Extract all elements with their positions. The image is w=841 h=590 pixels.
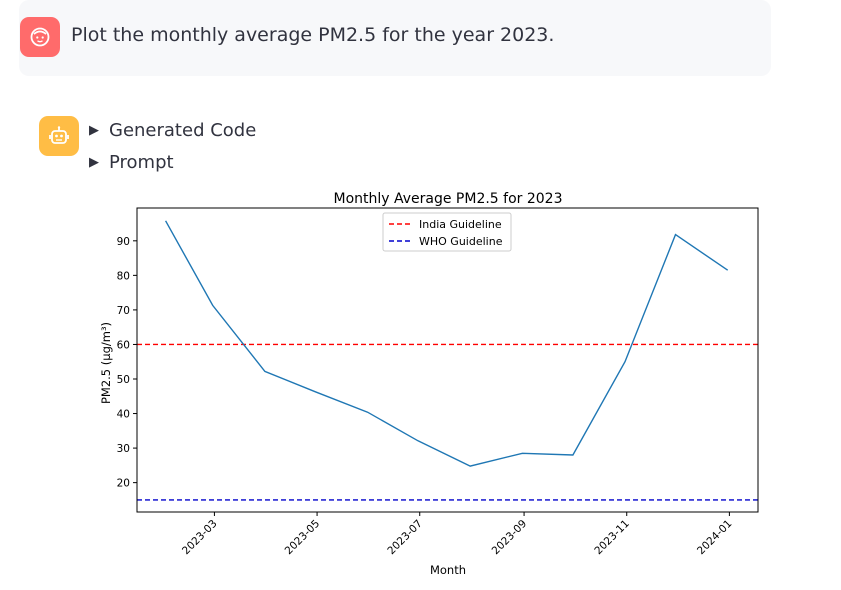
user-message-text: Plot the monthly average PM2.5 for the y…	[71, 24, 555, 46]
x-tick-label: 2023-11	[592, 518, 632, 558]
legend-label: India Guideline	[419, 218, 502, 231]
user-avatar	[20, 17, 60, 57]
series-line	[164, 220, 729, 467]
y-tick-label: 30	[117, 443, 130, 455]
x-tick-label: 2023-03	[180, 518, 220, 558]
triangle-right-icon: ▶	[89, 155, 99, 170]
x-tick-label: 2023-09	[490, 518, 530, 558]
expander-label: Generated Code	[109, 120, 257, 141]
y-tick-label: 80	[117, 270, 130, 282]
y-tick-label: 20	[117, 478, 130, 490]
user-message-bubble	[19, 0, 771, 76]
expander-label: Prompt	[109, 152, 174, 173]
pm25-line-chart: Monthly Average PM2.5 for 2023 Month PM2…	[99, 191, 759, 577]
y-tick-label: 50	[117, 374, 130, 386]
triangle-right-icon: ▶	[89, 123, 99, 138]
face-icon	[30, 27, 50, 47]
y-tick-label: 90	[117, 236, 130, 248]
legend-label: WHO Guideline	[419, 235, 503, 248]
x-tick-label: 2023-07	[385, 518, 425, 558]
chart-title: Monthly Average PM2.5 for 2023	[333, 191, 562, 207]
y-axis-label: PM2.5 (µg/m³)	[99, 322, 113, 404]
plot-frame	[136, 207, 759, 513]
assistant-avatar	[39, 116, 79, 156]
expander-generated-code[interactable]: ▶ Generated Code	[89, 120, 256, 141]
robot-icon	[49, 126, 69, 144]
y-tick-label: 40	[117, 409, 130, 421]
x-axis-label: Month	[430, 563, 466, 577]
y-tick-label: 70	[117, 305, 130, 317]
legend-box	[382, 212, 512, 252]
x-tick-label: 2023-05	[283, 518, 323, 558]
expander-prompt[interactable]: ▶ Prompt	[89, 152, 174, 173]
x-tick-label: 2024-01	[695, 518, 735, 558]
y-tick-label: 60	[117, 339, 130, 351]
